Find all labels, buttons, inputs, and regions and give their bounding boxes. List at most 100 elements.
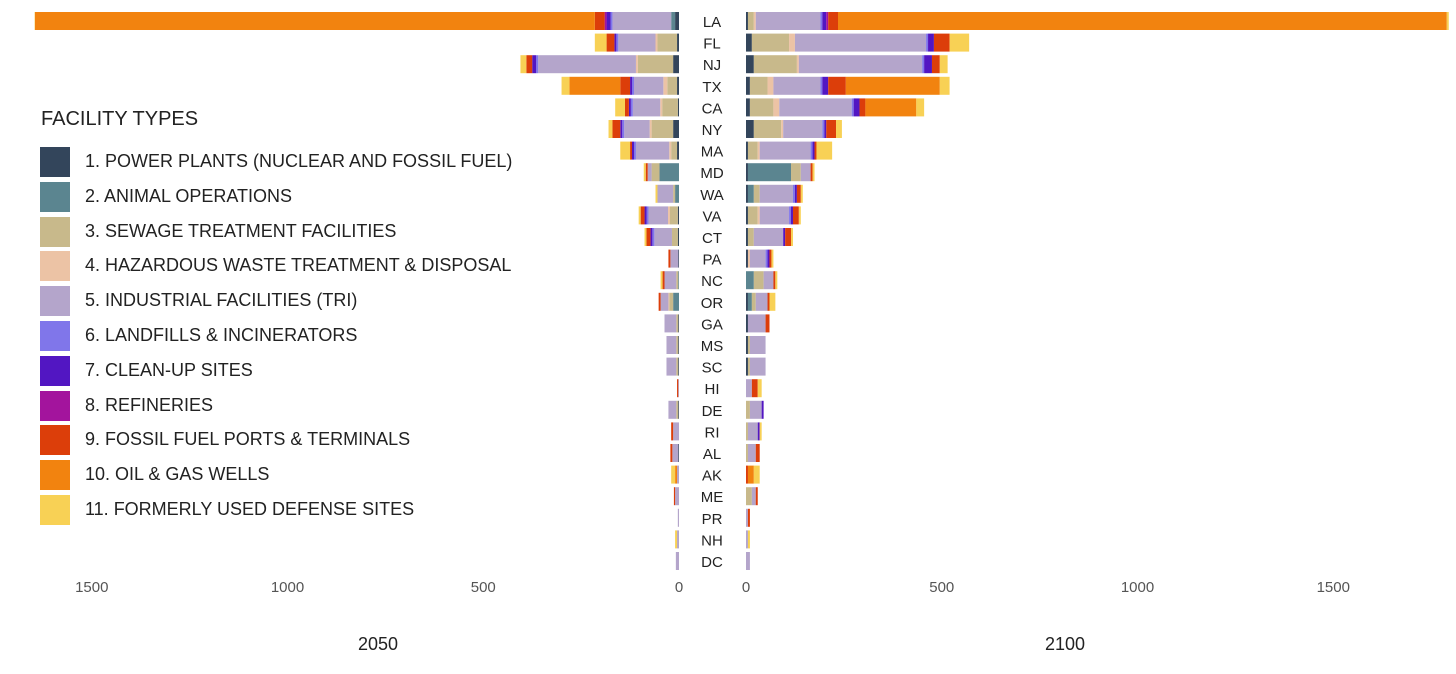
bar-2050-la-type-9 <box>594 12 605 30</box>
bar-2100-ak-type-10 <box>747 465 754 484</box>
bar-2050-nj-type-3 <box>637 55 674 74</box>
legend-swatch <box>40 286 70 317</box>
state-label-ct: CT <box>702 230 722 247</box>
bar-2050-nh-type-11 <box>675 530 678 549</box>
bar-2100-va-type-1 <box>746 206 748 225</box>
bar-2050-va-type-6 <box>646 206 649 225</box>
bar-2100-fl-type-5 <box>794 33 927 52</box>
bar-2050-ma-type-5 <box>635 141 670 160</box>
bar-2050-al-type-5 <box>672 444 679 462</box>
legend-label: 3. SEWAGE TREATMENT FACILITIES <box>85 220 397 241</box>
bar-2100-wa-type-1 <box>746 184 748 203</box>
state-label-ga: GA <box>701 316 723 333</box>
bar-2100-md-type-11 <box>812 163 815 182</box>
state-label-or: OR <box>701 295 724 312</box>
tick-label-2100-0: 0 <box>742 579 750 596</box>
bar-2050-ri-type-9 <box>671 422 674 441</box>
bar-2050-nj-type-6 <box>536 55 539 74</box>
state-label-fl: FL <box>703 36 721 53</box>
bar-2050-ca-type-6 <box>630 98 633 117</box>
state-label-al: AL <box>703 446 721 463</box>
state-label-de: DE <box>702 403 723 420</box>
bar-2100-nc-type-5 <box>763 271 774 290</box>
bar-2100-ma-type-6 <box>810 141 813 160</box>
bar-2050-tx-type-11 <box>561 76 570 95</box>
bar-2050-or-type-3 <box>669 292 674 311</box>
bar-2050-ak-type-10 <box>675 465 678 484</box>
legend-label: 6. LANDFILLS & INCINERATORS <box>85 324 358 345</box>
bar-2100-pa-type-5 <box>749 249 766 268</box>
bar-2100-ga-type-5 <box>747 314 766 333</box>
state-label-dc: DC <box>701 554 723 571</box>
bar-2100-fl-type-11 <box>949 33 970 52</box>
bar-2050-wa-type-5 <box>657 184 674 203</box>
bar-2050-tx-type-3 <box>667 76 678 95</box>
bar-2050-ga-type-1 <box>678 314 679 333</box>
bar-2050-pa-type-5 <box>670 249 679 268</box>
bar-2050-or-type-5 <box>660 292 669 311</box>
bar-2100-ny-type-9 <box>826 120 837 138</box>
bar-2100-tx-type-10 <box>845 76 940 95</box>
bar-2100-la-type-1 <box>746 12 748 30</box>
bar-2050-ma-type-1 <box>677 141 679 160</box>
bar-2100-al-type-9 <box>755 444 760 462</box>
legend-label: 4. HAZARDOUS WASTE TREATMENT & DISPOSAL <box>85 255 512 276</box>
legend-label: 7. CLEAN-UP SITES <box>85 359 253 380</box>
bar-2100-la-type-4 <box>753 12 756 30</box>
bar-2100-ct-type-5 <box>753 228 784 246</box>
bar-2100-ak-type-9 <box>746 465 748 484</box>
bar-2050-ct-type-5 <box>654 228 672 246</box>
bar-2100-sc-type-5 <box>749 357 766 376</box>
bars-2100 <box>746 12 1449 570</box>
bar-2100-fl-type-1 <box>746 33 752 52</box>
bar-2100-pr-type-9 <box>747 508 750 527</box>
bar-2100-nj-type-7 <box>924 55 932 74</box>
bar-2050-tx-type-1 <box>677 76 679 95</box>
bar-2100-la-type-9 <box>828 12 839 30</box>
bar-2100-ma-type-1 <box>746 141 748 160</box>
bar-2100-ny-type-3 <box>753 120 782 138</box>
bar-2100-tx-type-6 <box>820 76 823 95</box>
bar-2050-tx-type-9 <box>620 76 631 95</box>
bar-2100-or-type-11 <box>769 292 776 311</box>
bar-2050-al-type-1 <box>678 444 679 462</box>
bar-2050-ct-type-3 <box>671 228 678 246</box>
bar-2100-ca-type-4 <box>773 98 780 117</box>
bar-2100-fl-type-7 <box>928 33 934 52</box>
bar-2050-la-type-6 <box>610 12 613 30</box>
tick-label-2100-500: 500 <box>929 579 954 596</box>
bar-2050-wa-type-11 <box>655 184 658 203</box>
state-label-nh: NH <box>701 532 723 549</box>
bar-2100-nh-type-5 <box>746 530 748 549</box>
bar-2050-ma-type-3 <box>671 141 678 160</box>
legend-label: 8. REFINERIES <box>85 394 214 415</box>
bar-2100-pa-type-4 <box>747 249 750 268</box>
bar-2100-la-type-5 <box>755 12 821 30</box>
bar-2050-fl-type-3 <box>657 33 678 52</box>
state-label-pa: PA <box>703 252 722 269</box>
bar-2050-ri-type-5 <box>673 422 679 441</box>
bar-2050-la-type-8 <box>604 12 607 30</box>
bar-2050-pa-type-9 <box>668 249 671 268</box>
bar-2100-ri-type-11 <box>759 422 762 441</box>
bar-2050-al-type-9 <box>670 444 673 462</box>
bar-2100-md-type-2 <box>747 163 792 182</box>
bar-2050-va-type-11 <box>638 206 641 225</box>
bar-2100-tx-type-9 <box>828 76 846 95</box>
bar-2100-pa-type-7 <box>767 249 770 268</box>
bar-2050-nc-type-2 <box>678 271 679 290</box>
bar-2100-ca-type-5 <box>779 98 852 117</box>
bar-2050-la-type-10 <box>34 12 595 30</box>
legend-title: FACILITY TYPES <box>41 108 199 130</box>
bar-2100-ga-type-1 <box>746 314 748 333</box>
bar-2100-ny-type-4 <box>781 120 784 138</box>
tick-label-2100-1000: 1000 <box>1121 579 1154 596</box>
bar-2050-or-type-4 <box>668 292 670 311</box>
bar-2050-va-type-4 <box>668 206 670 225</box>
bar-2050-nj-type-1 <box>673 55 679 74</box>
bar-2100-wa-type-7 <box>794 184 797 203</box>
bar-2100-ma-type-4 <box>757 141 760 160</box>
bar-2050-ga-type-5 <box>664 314 677 333</box>
bar-2050-va-type-9 <box>640 206 645 225</box>
